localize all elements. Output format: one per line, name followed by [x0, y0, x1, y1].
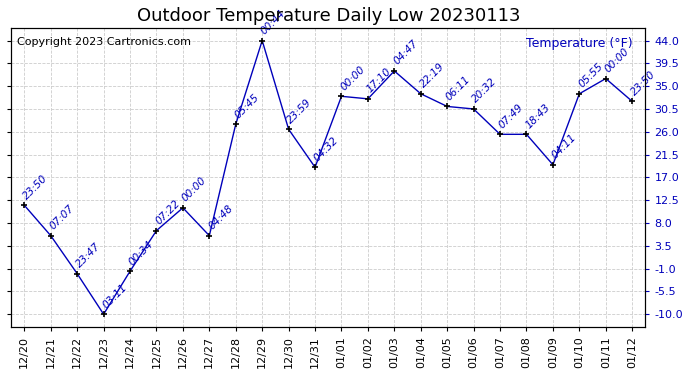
Text: 07:07: 07:07 [48, 203, 76, 231]
Text: 00:44: 00:44 [259, 8, 288, 36]
Text: 23:50: 23:50 [21, 173, 50, 201]
Text: 06:11: 06:11 [444, 74, 473, 102]
Text: 05:55: 05:55 [576, 62, 604, 90]
Text: 00:00: 00:00 [180, 176, 208, 204]
Text: 07:22: 07:22 [154, 198, 182, 226]
Title: Outdoor Temperature Daily Low 20230113: Outdoor Temperature Daily Low 20230113 [137, 7, 520, 25]
Text: 04:47: 04:47 [391, 39, 420, 67]
Text: Copyright 2023 Cartronics.com: Copyright 2023 Cartronics.com [17, 37, 191, 47]
Text: 17:10: 17:10 [365, 66, 393, 94]
Text: Temperature (°F): Temperature (°F) [526, 37, 633, 50]
Text: 00:00: 00:00 [603, 46, 631, 74]
Text: 04:32: 04:32 [312, 135, 340, 163]
Text: 03:11: 03:11 [101, 282, 129, 310]
Text: 23:59: 23:59 [286, 97, 314, 125]
Text: 04:11: 04:11 [550, 132, 578, 160]
Text: 18:43: 18:43 [524, 102, 552, 130]
Text: 23:50: 23:50 [629, 69, 658, 97]
Text: 20:32: 20:32 [471, 76, 499, 105]
Text: 00:00: 00:00 [339, 64, 367, 92]
Text: 23:47: 23:47 [75, 241, 103, 270]
Text: 22:19: 22:19 [418, 62, 446, 90]
Text: 07:49: 07:49 [497, 102, 525, 130]
Text: 00:34: 00:34 [127, 239, 155, 267]
Text: 04:48: 04:48 [206, 203, 235, 231]
Text: 05:45: 05:45 [233, 92, 261, 120]
